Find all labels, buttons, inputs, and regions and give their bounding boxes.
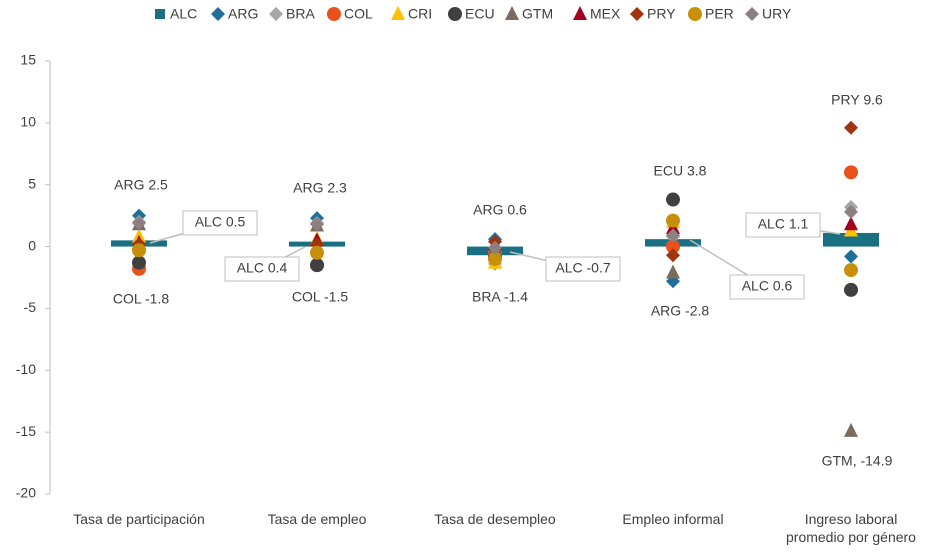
y-tick-label: -5 xyxy=(24,299,37,315)
legend-item: URY xyxy=(762,6,792,22)
y-tick-label: 10 xyxy=(20,114,36,130)
legend-item: ALC xyxy=(170,6,197,22)
annotation-box xyxy=(224,256,300,282)
marker xyxy=(310,245,324,260)
legend-item: GTM xyxy=(522,6,553,22)
annotation: ECU 3.8 xyxy=(654,163,707,179)
x-tick-label: Tasa de desempleo xyxy=(434,511,556,527)
annotation-box xyxy=(545,256,621,282)
legend-item: MEX xyxy=(590,6,621,22)
legend-item: ARG xyxy=(228,6,258,22)
legend-label: ALC xyxy=(170,6,197,22)
legend-label: BRA xyxy=(286,6,315,22)
annotation-box xyxy=(182,210,258,236)
marker xyxy=(666,213,680,228)
legend-label: CRI xyxy=(408,6,432,22)
marker xyxy=(844,282,858,297)
legend-marker xyxy=(269,7,283,21)
marker xyxy=(488,240,502,255)
legend-marker xyxy=(155,9,165,19)
legend-label: PER xyxy=(705,6,734,22)
bar xyxy=(823,232,879,247)
legend-label: GTM xyxy=(522,6,553,22)
legend-item: PRY xyxy=(647,6,676,22)
marker xyxy=(488,251,502,266)
annotation: GTM, -14.9 xyxy=(822,453,893,469)
annotation: ALC 0.6 xyxy=(742,278,793,294)
marker xyxy=(666,228,680,243)
legend-marker xyxy=(573,6,587,20)
legend-label: MEX xyxy=(590,6,621,22)
marker xyxy=(844,165,858,180)
annotation: ARG 2.5 xyxy=(114,177,168,193)
legend-marker xyxy=(630,7,644,21)
x-tick-label: Tasa de participación xyxy=(73,511,205,527)
legend-marker xyxy=(391,6,405,20)
marker xyxy=(132,255,146,270)
legend-marker xyxy=(327,7,341,21)
y-tick-label: -15 xyxy=(16,423,36,439)
legend-marker xyxy=(745,7,759,21)
legend-label: ARG xyxy=(228,6,258,22)
marker xyxy=(666,248,680,263)
marker xyxy=(844,204,858,219)
marker xyxy=(844,216,858,231)
annotation: ARG 2.3 xyxy=(293,180,347,196)
annotation-box xyxy=(745,212,821,238)
y-tick-label: 5 xyxy=(28,175,36,191)
x-tick-label: Ingreso laboral promedio por género xyxy=(786,511,916,545)
annotation: BRA -1.4 xyxy=(472,289,528,305)
legend-label: URY xyxy=(762,6,792,22)
marker xyxy=(844,263,858,278)
marker xyxy=(132,216,146,231)
legend-label: COL xyxy=(344,6,373,22)
x-tick-label: Empleo informal xyxy=(622,511,724,527)
marker xyxy=(666,239,680,254)
annotation: COL -1.8 xyxy=(113,291,169,307)
marker xyxy=(844,120,858,135)
legend-label: ECU xyxy=(465,6,495,22)
annotation: ALC 0.5 xyxy=(195,214,246,230)
legend-item: CRI xyxy=(408,6,432,22)
annotation: PRY 9.6 xyxy=(831,92,883,108)
annotation: COL -1.5 xyxy=(292,289,348,305)
legend-marker xyxy=(211,7,225,21)
annotation-box xyxy=(729,274,805,300)
x-tick-label: Tasa de empleo xyxy=(267,511,367,527)
marker xyxy=(666,192,680,207)
legend-item: COL xyxy=(344,6,373,22)
legend-item: ECU xyxy=(465,6,495,22)
y-tick-label: -20 xyxy=(16,485,36,501)
annotation: ALC 1.1 xyxy=(758,216,809,232)
marker xyxy=(310,217,324,232)
legend-label: PRY xyxy=(647,6,676,22)
y-tick-label: -10 xyxy=(16,361,36,377)
legend-marker xyxy=(448,7,462,21)
marker xyxy=(132,243,146,258)
marker xyxy=(844,249,858,264)
legend-item: PER xyxy=(705,6,734,22)
marker xyxy=(310,258,324,273)
y-tick-label: 15 xyxy=(20,52,36,68)
annotation: ARG 0.6 xyxy=(473,202,527,218)
annotation: ALC -0.7 xyxy=(555,260,610,276)
legend-item: BRA xyxy=(286,6,315,22)
legend-marker xyxy=(505,6,519,20)
marker xyxy=(844,422,858,437)
annotation: ALC 0.4 xyxy=(237,260,288,276)
marker xyxy=(666,264,680,279)
legend-marker xyxy=(688,7,702,21)
y-tick-label: 0 xyxy=(28,237,36,253)
annotation: ARG -2.8 xyxy=(651,303,710,319)
